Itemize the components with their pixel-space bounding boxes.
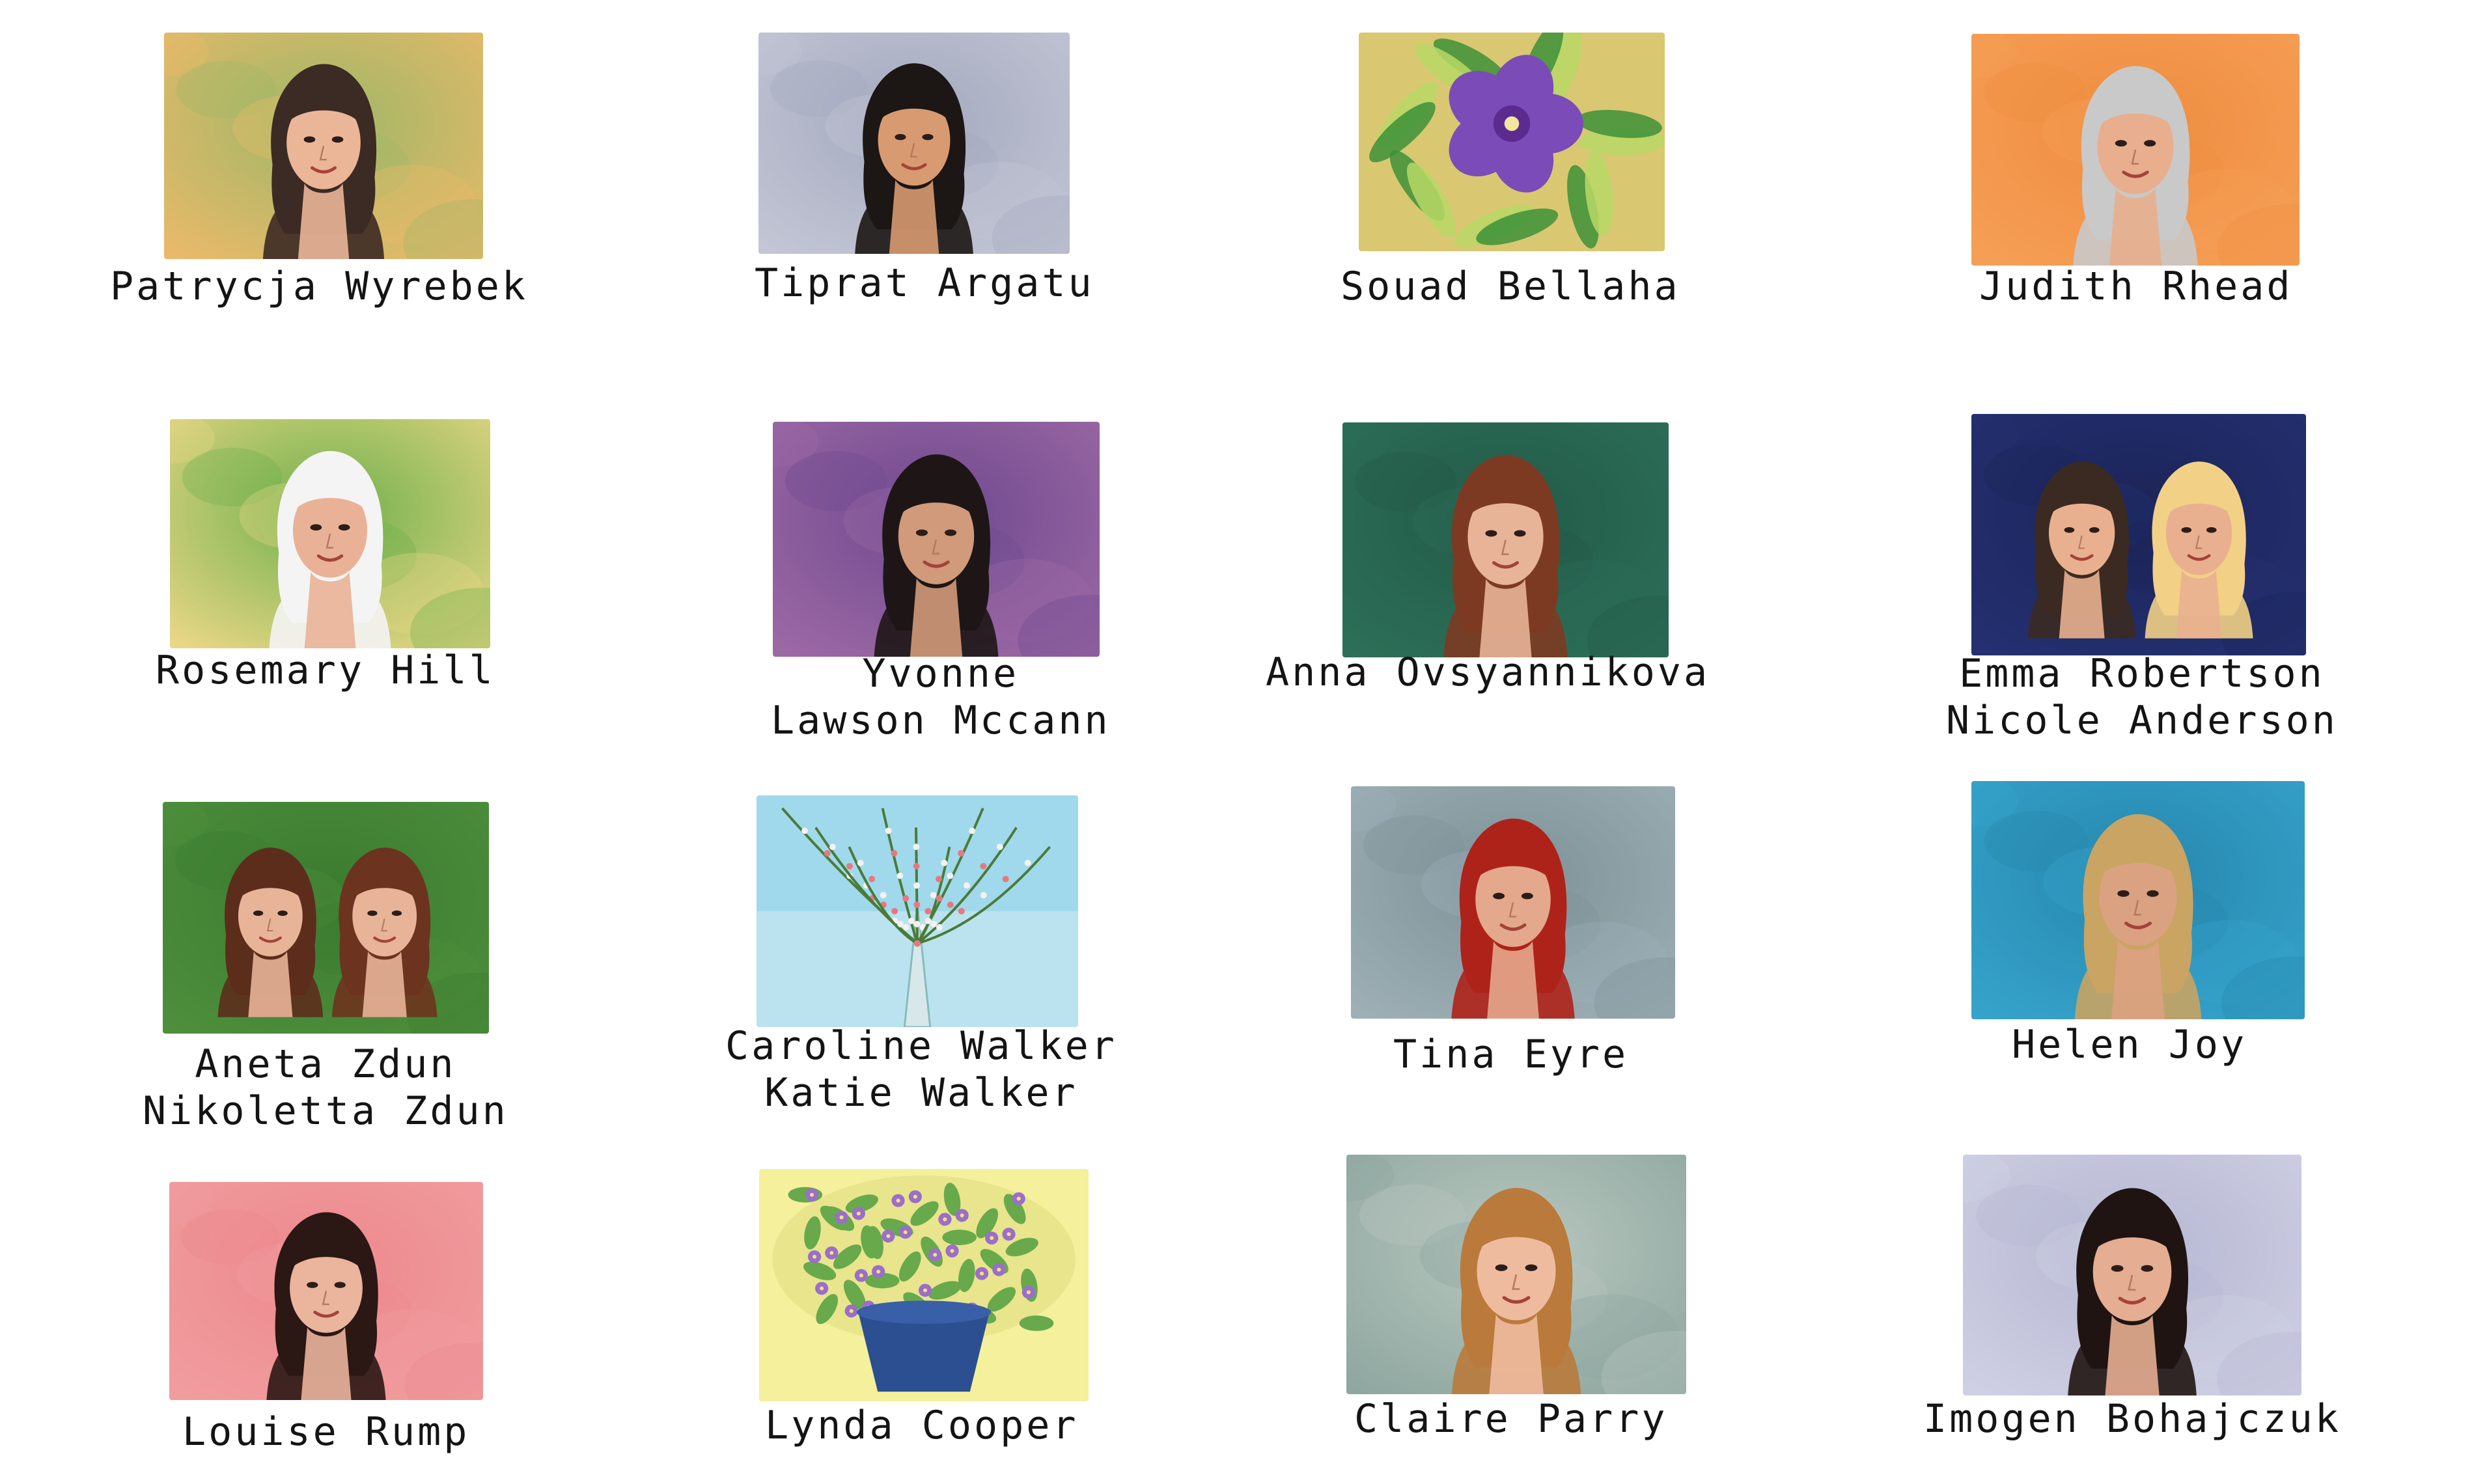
caption-line: Judith Rhead	[1979, 264, 2293, 309]
caption-line: Lawson Mccann	[771, 698, 1111, 743]
caption-line: Emma Robertson	[1959, 651, 2325, 696]
caption-line: Nikoletta Zdun	[143, 1088, 508, 1134]
name-caption: Helen Joy	[2012, 1021, 2247, 1068]
name-caption: Yvonne Lawson Mccann	[771, 650, 1111, 744]
branch-painting[interactable]	[757, 795, 1078, 1027]
portrait-painting[interactable]	[1971, 781, 2305, 1019]
name-caption: Judith Rhead	[1979, 263, 2292, 310]
caption-line: Rosemary Hill	[156, 648, 495, 693]
caption-line: Aneta Zdun	[195, 1041, 456, 1087]
caption-line: Patrycja Wyrebek	[110, 264, 528, 309]
caption-line: Tina Eyre	[1393, 1032, 1629, 1077]
portrait-painting[interactable]	[170, 419, 490, 648]
caption-line: Souad Bellaha	[1341, 264, 1680, 309]
name-caption: Caroline Walker Katie Walker	[725, 1023, 1117, 1116]
name-caption: Aneta Zdun Nikoletta Zdun	[143, 1041, 508, 1134]
flower-painting[interactable]	[1359, 33, 1665, 251]
name-caption: Claire Parry	[1354, 1395, 1667, 1442]
caption-line: Helen Joy	[2012, 1022, 2247, 1067]
portrait-painting[interactable]	[1342, 422, 1669, 657]
portrait-painting[interactable]	[1971, 34, 2300, 266]
portrait-painting[interactable]	[169, 1182, 483, 1400]
portrait-painting[interactable]	[164, 33, 483, 259]
portrait-painting[interactable]	[1351, 786, 1675, 1019]
caption-line: Lynda Cooper	[765, 1403, 1079, 1448]
caption-line: Yvonne	[862, 651, 1020, 696]
portrait-painting[interactable]	[758, 33, 1070, 254]
portrait-painting[interactable]	[1346, 1155, 1686, 1394]
caption-line: Nicole Anderson	[1946, 698, 2338, 743]
name-caption: Rosemary Hill	[156, 647, 495, 694]
name-caption: Patrycja Wyrebek	[110, 263, 528, 310]
name-caption: Imogen Bohajczuk	[1923, 1395, 2341, 1442]
portrait-painting[interactable]	[1963, 1155, 2301, 1395]
caption-line: Katie Walker	[764, 1070, 1078, 1116]
name-caption: Tina Eyre	[1393, 1031, 1628, 1078]
caption-line: Louise Rump	[182, 1409, 470, 1455]
name-caption: Souad Bellaha	[1341, 263, 1680, 310]
caption-line: Tiprat Argatu	[755, 260, 1094, 306]
caption-line: Imogen Bohajczuk	[1923, 1396, 2341, 1442]
name-caption: Anna Ovsyannikova	[1266, 649, 1710, 696]
caption-line: Caroline Walker	[725, 1023, 1117, 1069]
name-caption: Emma Robertson Nicole Anderson	[1946, 650, 2338, 744]
name-caption: Tiprat Argatu	[755, 260, 1094, 307]
name-caption: Lynda Cooper	[765, 1402, 1078, 1449]
portrait-painting[interactable]	[773, 422, 1100, 657]
name-caption: Louise Rump	[182, 1408, 469, 1455]
portrait-painting[interactable]	[163, 802, 489, 1034]
caption-line: Anna Ovsyannikova	[1266, 650, 1710, 695]
flower-pot-painting[interactable]	[759, 1169, 1089, 1401]
portrait-painting[interactable]	[1971, 414, 2306, 655]
caption-line: Claire Parry	[1354, 1396, 1668, 1442]
